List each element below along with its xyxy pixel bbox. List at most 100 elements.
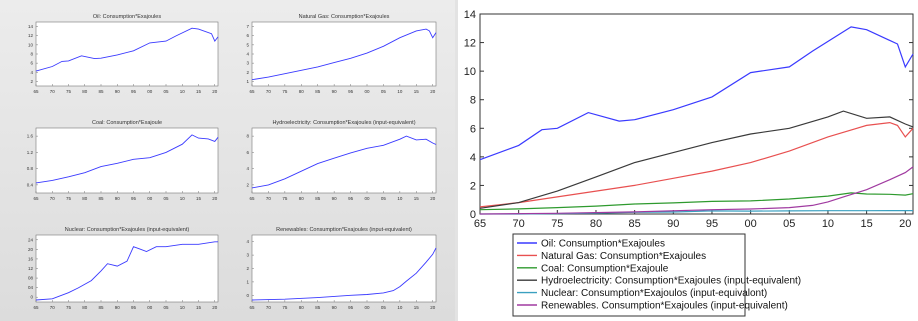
x-tick-label: 20 [430, 89, 436, 94]
small-chart-title: Nuclear: Consumption*Exajoules (input-eq… [65, 227, 190, 233]
x-tick-label: 85 [98, 89, 104, 94]
x-tick-label: 80 [82, 89, 88, 94]
y-tick-label: 14 [464, 9, 476, 21]
small-chart-title: Oil: Consumption*Exajoules [93, 14, 161, 20]
combined-chart: 0 2 4 6 8 10 12 14 65 70 75 80 85 90 95 00 05 10 15 20 Oil: … [464, 9, 914, 317]
y-tick-label: 0 [246, 293, 249, 298]
x-tick-label: 05 [381, 305, 387, 310]
x-tick-label: 90 [332, 89, 338, 94]
x-tick-label: 65 [33, 196, 39, 201]
small-series-line [35, 134, 219, 184]
y-tick-label: 2 [246, 266, 249, 271]
y-tick-label: 4 [30, 70, 33, 75]
small-plot-frame [35, 21, 219, 87]
x-tick-label: 80 [299, 196, 305, 201]
x-tick-label: 70 [50, 196, 56, 201]
y-tick-label: 6 [246, 33, 249, 38]
x-tick-label: 70 [266, 305, 272, 310]
y-tick-label: 6 [30, 61, 33, 66]
small-chart-0: Oil: Consumption*Exajoules 2 4 6 8 10 12 14 65 70… [28, 14, 219, 94]
legend-label: Nuclear: Consumption*Exajoulos (input-eq… [541, 288, 767, 299]
y-tick-label: 6 [246, 150, 249, 155]
y-tick-label: 2 [246, 70, 249, 75]
y-tick-label: 4 [246, 52, 249, 57]
x-tick-label: 70 [50, 305, 56, 310]
y-tick-label: 5 [246, 42, 249, 47]
small-chart-2: Coal: Consumption*Exajoule 0.4 0.8 1.2 1.6 65… [27, 120, 219, 201]
x-tick-label: 00 [745, 218, 757, 230]
y-tick-label: 20 [28, 247, 34, 252]
small-chart-1: Natural Gas: Consumption*Exajoules 1 2 3 4 5 6… [246, 14, 437, 94]
x-tick-label: 10 [397, 89, 403, 94]
small-chart-4: Nuclear: Consumption*Exajoules (input-eq… [28, 227, 219, 310]
y-tick-label: 1 [246, 79, 249, 84]
y-tick-label: 7 [246, 24, 249, 29]
x-tick-label: 95 [348, 196, 354, 201]
x-tick-label: 20 [899, 218, 911, 230]
x-tick-label: 05 [381, 89, 387, 94]
x-tick-label: 05 [163, 305, 169, 310]
small-chart-5: Renewables: Consumption*Exajoules (input… [246, 227, 437, 310]
x-tick-label: 10 [822, 218, 834, 230]
legend-label: Hydroelectricity: Consumption*Exajoules … [541, 276, 801, 287]
series-line-2 [479, 192, 914, 211]
x-tick-label: 15 [414, 196, 420, 201]
x-tick-label: 85 [629, 218, 641, 230]
x-tick-label: 75 [66, 196, 72, 201]
series-line-3 [479, 110, 914, 209]
x-tick-label: 65 [474, 218, 486, 230]
small-plot-frame [251, 127, 437, 194]
legend-label: Oil: Consumption*Exajoules [541, 239, 665, 250]
x-tick-label: 15 [196, 196, 202, 201]
x-tick-label: 10 [180, 305, 186, 310]
x-tick-label: 20 [430, 196, 436, 201]
y-tick-label: 12 [464, 38, 476, 50]
y-tick-label: 3 [246, 61, 249, 66]
y-tick-label: 0.4 [27, 182, 34, 187]
y-tick-label: 24 [28, 237, 34, 242]
y-tick-label: 4 [246, 166, 249, 171]
x-tick-label: 80 [299, 89, 305, 94]
x-tick-label: 90 [115, 89, 121, 94]
legend-label: Renewables. Consumption*Exajoules (input… [541, 301, 788, 312]
x-tick-label: 95 [131, 196, 137, 201]
series-line-5 [479, 166, 914, 215]
y-tick-label: 16 [28, 256, 34, 261]
x-tick-label: 75 [282, 89, 288, 94]
y-tick-label: 1 [246, 279, 249, 284]
small-series-line [35, 241, 218, 301]
y-tick-label: 2 [470, 180, 476, 192]
x-tick-label: 85 [98, 305, 104, 310]
x-tick-label: 20 [212, 89, 218, 94]
small-chart-title: Renewables: Consumption*Exajoules (input… [276, 227, 412, 233]
x-tick-label: 95 [131, 305, 137, 310]
small-plot-frame [251, 21, 437, 87]
x-tick-label: 15 [414, 89, 420, 94]
series-line-0 [479, 26, 914, 161]
x-tick-label: 15 [196, 305, 202, 310]
x-tick-label: 20 [430, 305, 436, 310]
x-tick-label: 90 [115, 305, 121, 310]
legend-box [512, 233, 746, 317]
y-tick-label: 0.8 [27, 166, 34, 171]
y-tick-label: 2 [246, 182, 249, 187]
x-tick-label: 90 [667, 218, 679, 230]
x-tick-label: 80 [82, 196, 88, 201]
x-tick-label: 85 [315, 89, 321, 94]
small-plot-frame [35, 234, 219, 303]
x-tick-label: 00 [147, 89, 153, 94]
x-tick-label: 95 [131, 89, 137, 94]
y-tick-label: 0 [30, 295, 33, 300]
small-chart-title: Coal: Consumption*Exajoule [92, 120, 162, 126]
small-plot-frame [251, 234, 437, 303]
y-tick-label: 4 [246, 239, 249, 244]
y-tick-label: 14 [28, 24, 34, 29]
x-tick-label: 15 [414, 305, 420, 310]
small-chart-title: Hydroelectricity: Consumption*Exajoules … [272, 120, 415, 126]
x-tick-label: 65 [249, 89, 255, 94]
y-tick-label: 10 [28, 42, 34, 47]
y-tick-label: 4 [470, 152, 476, 164]
combined-chart-svg: 0 2 4 6 8 10 12 14 65 70 75 80 85 90 95 00 05 10 15 20 Oil: … [464, 9, 914, 317]
y-tick-label: 04 [28, 285, 34, 290]
x-tick-label: 00 [364, 305, 370, 310]
